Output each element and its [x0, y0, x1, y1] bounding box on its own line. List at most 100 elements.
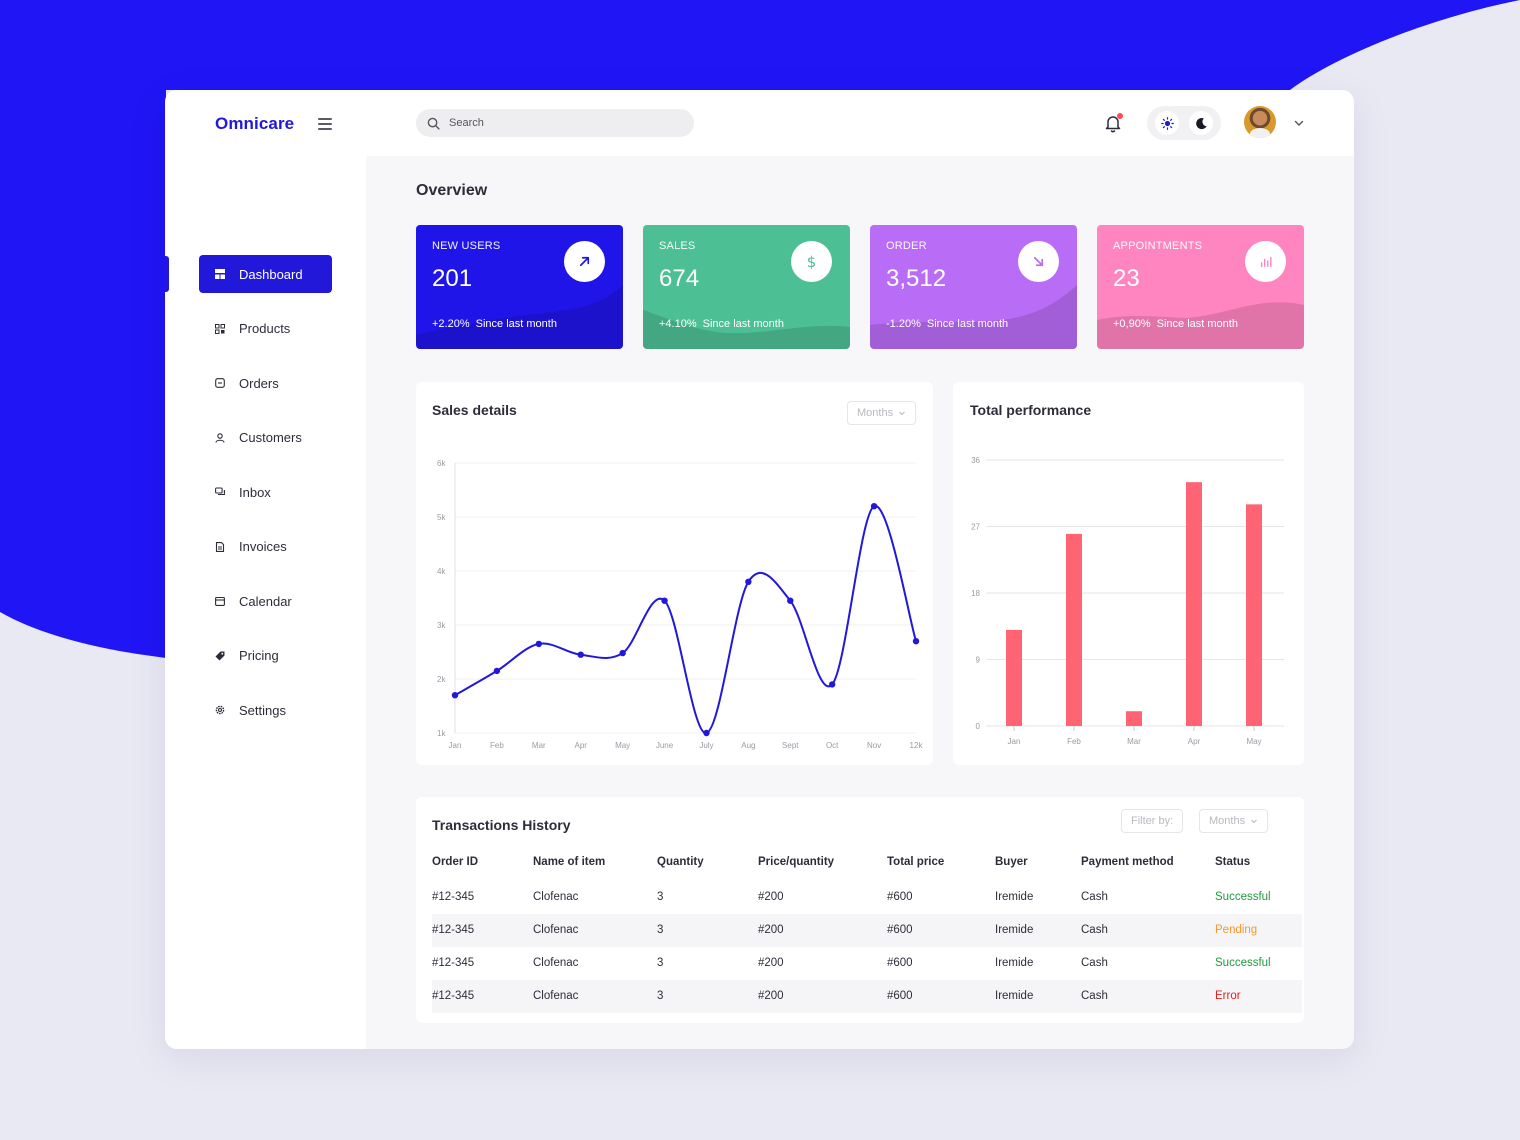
sidebar-item-products[interactable]: Products — [199, 310, 332, 348]
search-input[interactable] — [449, 117, 669, 129]
sales-details-title: Sales details — [432, 402, 517, 418]
x-tick-label: 12k — [910, 741, 924, 750]
status-badge: Error — [1215, 990, 1241, 1002]
stat-card-order[interactable]: ORDER 3,512 -1.20% Since last month — [870, 225, 1077, 349]
filter-select[interactable]: Months — [1199, 809, 1269, 833]
sidebar-item-inbox[interactable]: Inbox — [199, 473, 332, 511]
table-cell: Cash — [1081, 990, 1108, 1002]
table-cell: #12-345 — [432, 924, 475, 936]
theme-toggle[interactable] — [1147, 106, 1221, 140]
total-performance-panel: Total performance 0 9 18 27 36 Jan Feb Mar Apr Ma… — [953, 382, 1304, 765]
x-tick-label: July — [699, 741, 713, 750]
x-tick-label: Apr — [1188, 737, 1201, 746]
y-tick-label: 1k — [437, 729, 446, 738]
period-select[interactable]: Months — [847, 401, 917, 425]
x-tick-label: June — [656, 741, 674, 750]
sidebar-item-pricing[interactable]: Pricing — [199, 637, 332, 675]
bar-feb — [1066, 533, 1082, 726]
user-avatar[interactable] — [1244, 106, 1276, 138]
stat-card-sales[interactable]: SALES 674 +4.10% Since last month $ — [643, 225, 850, 349]
active-indicator — [165, 256, 169, 292]
table-cell: Cash — [1081, 924, 1108, 936]
sidebar-item-settings[interactable]: Settings — [199, 691, 332, 729]
brand-logo[interactable]: Omnicare — [215, 114, 295, 133]
table-row[interactable]: #12-345 Clofenac 3 #200 #600 Iremide Cash Error — [432, 980, 1302, 1013]
sidebar-item-invoices[interactable]: Invoices — [199, 528, 332, 566]
table-cell: Iremide — [995, 924, 1034, 936]
svg-text:$: $ — [807, 253, 816, 270]
column-header[interactable]: Quantity — [657, 856, 704, 868]
table-header-row: Order ID Name of item Quantity Price/quanti… — [432, 846, 1302, 879]
pricing-icon — [215, 651, 225, 661]
column-header[interactable]: Order ID — [432, 856, 479, 868]
bar-jan — [1006, 629, 1022, 726]
sidebar-item-dashboard[interactable]: Dashboard — [199, 255, 332, 293]
table-row[interactable]: #12-345 Clofenac 3 #200 #600 Iremide Cash Pendi… — [432, 914, 1302, 947]
data-point — [870, 503, 878, 510]
x-tick-label: Feb — [490, 741, 504, 750]
search-bar[interactable] — [416, 109, 694, 137]
notification-bell-icon[interactable] — [1102, 112, 1124, 134]
table-cell: 3 — [657, 924, 664, 936]
table-cell: #200 — [758, 891, 784, 903]
table-cell: Iremide — [995, 990, 1034, 1002]
table-row[interactable]: #12-345 Clofenac 3 #200 #600 Iremide Cash Succe… — [432, 947, 1302, 980]
column-header[interactable]: Status — [1215, 856, 1251, 868]
column-header[interactable]: Price/quantity — [758, 856, 835, 868]
y-tick-label: 5k — [437, 513, 446, 522]
table-cell: 3 — [657, 990, 664, 1002]
stat-value: 23 — [1113, 265, 1140, 292]
menu-toggle-icon[interactable] — [318, 118, 332, 130]
stat-change-period: Since last month — [1156, 318, 1238, 330]
invoices-icon — [215, 541, 225, 552]
sun-icon[interactable] — [1155, 111, 1179, 135]
stat-label: ORDER — [886, 240, 927, 252]
stat-value: 674 — [659, 265, 700, 292]
settings-icon — [215, 705, 225, 715]
sidebar-item-orders[interactable]: Orders — [199, 364, 332, 402]
stat-change-period: Since last month — [702, 318, 784, 330]
search-icon — [427, 117, 440, 130]
table-row[interactable]: #12-345 Clofenac 3 #200 #600 Iremide Cash Succe… — [432, 881, 1302, 914]
status-badge: Successful — [1215, 891, 1271, 903]
status-badge: Successful — [1215, 957, 1271, 969]
stat-change-period: Since last month — [475, 318, 557, 330]
sidebar-item-calendar[interactable]: Calendar — [199, 582, 332, 620]
sidebar-item-customers[interactable]: Customers — [199, 419, 332, 457]
x-tick-label: May — [1246, 737, 1261, 746]
table-cell: #200 — [758, 924, 784, 936]
stat-change: +0,90% Since last month — [1113, 318, 1238, 330]
filter-label[interactable]: Filter by: — [1121, 809, 1184, 833]
inbox-icon — [215, 487, 225, 497]
y-tick-label: 18 — [971, 589, 980, 598]
x-tick-label: Nov — [867, 741, 881, 750]
table-cell: Cash — [1081, 891, 1108, 903]
column-header[interactable]: Total price — [887, 856, 945, 868]
moon-icon[interactable] — [1189, 111, 1213, 135]
column-header[interactable]: Name of item — [533, 856, 606, 868]
stat-change-period: Since last month — [926, 318, 1009, 330]
stat-card-appointments[interactable]: APPOINTMENTS 23 +0,90% Since last month — [1097, 225, 1304, 349]
table-cell: #200 — [758, 990, 784, 1002]
customers-icon — [215, 432, 225, 443]
status-badge: Pending — [1215, 924, 1258, 936]
sidebar: Dashboard Products Orders Customers Inbox Inv… — [165, 156, 366, 1049]
sidebar-item-label: Customers — [239, 430, 302, 445]
stat-card-new-users[interactable]: NEW USERS 201 +2.20% Since last month — [416, 225, 623, 349]
chevron-down-icon[interactable] — [1293, 117, 1305, 129]
period-select-value: Months — [857, 407, 894, 419]
x-tick-label: May — [615, 741, 630, 750]
y-tick-label: 36 — [971, 456, 980, 465]
notification-dot — [1117, 113, 1123, 119]
column-header[interactable]: Buyer — [995, 856, 1028, 868]
main-content: Overview NEW USERS 201 +2.20% Since last … — [366, 156, 1354, 1049]
products-icon — [215, 323, 225, 334]
stat-label: SALES — [659, 240, 696, 252]
bar-chart-icon — [1245, 241, 1286, 282]
sidebar-item-label: Invoices — [239, 539, 287, 554]
table-cell: Clofenac — [533, 891, 579, 903]
dollar-icon: $ — [791, 241, 832, 282]
x-tick-label: Jan — [449, 741, 462, 750]
filter-label-text: Filter by: — [1131, 815, 1174, 827]
column-header[interactable]: Payment method — [1081, 856, 1174, 868]
